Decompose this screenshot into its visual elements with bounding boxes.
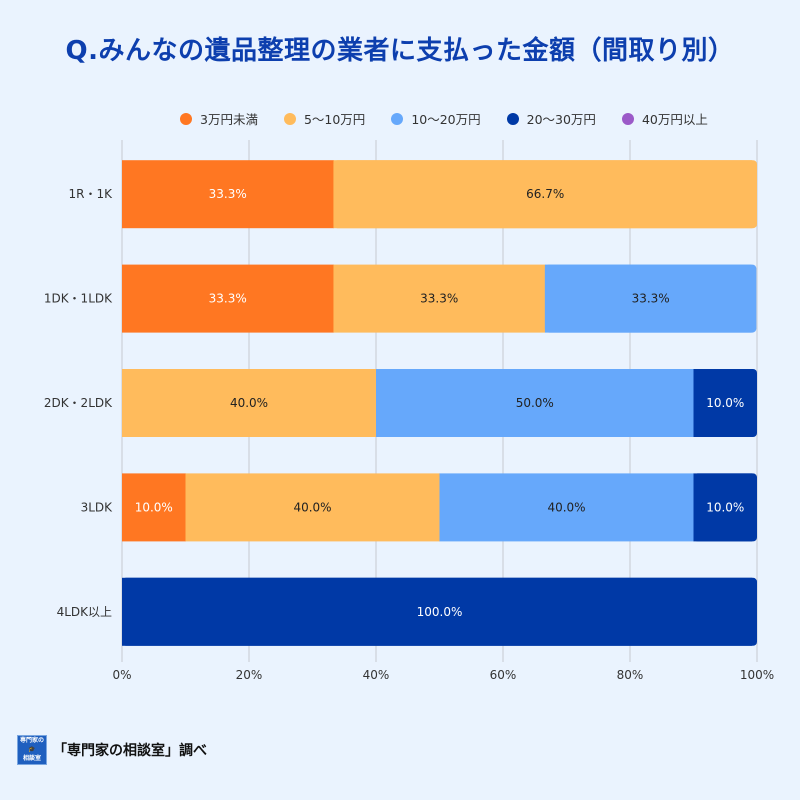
data-label: 33.3% bbox=[420, 292, 458, 306]
legend-label: 3万円未満 bbox=[200, 112, 258, 127]
bar-segment bbox=[185, 473, 440, 542]
legend-dot bbox=[506, 112, 519, 125]
data-label: 66.7% bbox=[526, 187, 564, 201]
x-tick-label: 60% bbox=[490, 668, 517, 682]
bar-segment bbox=[122, 264, 334, 333]
data-label: 33.3% bbox=[209, 292, 247, 306]
legend-dot bbox=[621, 112, 634, 125]
legend-item: 20〜30万円 bbox=[506, 109, 596, 128]
legend-item: 10〜20万円 bbox=[391, 109, 481, 128]
source-text: 「専門家の相談室」調べ bbox=[53, 743, 207, 759]
y-category-label: 3LDK bbox=[81, 500, 114, 514]
y-category-label: 4LDK以上 bbox=[57, 605, 112, 619]
data-label: 40.0% bbox=[293, 500, 331, 514]
bar-segment-fill bbox=[333, 160, 752, 229]
bar-segment bbox=[439, 473, 694, 542]
y-category-label: 2DK・2LDK bbox=[44, 396, 113, 410]
data-label: 33.3% bbox=[209, 187, 247, 201]
bar-segment-fill bbox=[544, 264, 752, 333]
legend-item: 3万円未満 bbox=[180, 109, 258, 128]
logo: 専門家の 🎓 相談室 bbox=[17, 735, 47, 765]
legend-label: 10〜20万円 bbox=[411, 112, 481, 127]
data-label: 40.0% bbox=[230, 396, 268, 410]
legend-label: 5〜10万円 bbox=[303, 112, 366, 127]
data-label: 100.0% bbox=[417, 605, 463, 619]
legend-label: 20〜30万円 bbox=[526, 112, 596, 127]
legend-dot bbox=[180, 112, 192, 125]
bar-segment-fill bbox=[693, 473, 752, 542]
legend-label: 40万円以上 bbox=[641, 112, 708, 127]
x-tick-label: 20% bbox=[236, 668, 263, 682]
x-tick-label: 40% bbox=[363, 668, 390, 682]
x-tick-label: 100% bbox=[740, 668, 774, 682]
bar-segment-fill bbox=[693, 369, 752, 437]
data-label: 10.0% bbox=[135, 500, 173, 514]
bar-segment bbox=[122, 160, 334, 229]
legend-item: 40万円以上 bbox=[621, 109, 708, 128]
data-label: 50.0% bbox=[516, 396, 554, 410]
y-category-label: 1R・1K bbox=[69, 187, 114, 201]
bar-segment bbox=[376, 369, 694, 437]
legend-item: 5〜10万円 bbox=[283, 109, 366, 128]
chart-title: Q.みんなの遺品整理の業者に支払った金額（間取り別） bbox=[65, 36, 735, 66]
data-label: 40.0% bbox=[547, 500, 585, 514]
data-label: 33.3% bbox=[632, 292, 670, 306]
legend: 3万円未満 5〜10万円 10〜20万円 20〜30万円 40万円以上 bbox=[180, 109, 708, 128]
x-tick-label: 0% bbox=[112, 668, 131, 682]
source-credit: 専門家の 🎓 相談室 「専門家の相談室」調べ bbox=[17, 735, 207, 765]
bar-segment bbox=[122, 473, 186, 542]
bar-segment bbox=[122, 369, 377, 437]
data-label: 10.0% bbox=[706, 396, 744, 410]
x-tick-label: 80% bbox=[617, 668, 644, 682]
legend-dot bbox=[283, 112, 296, 125]
y-category-label: 1DK・1LDK bbox=[44, 292, 113, 306]
legend-dot bbox=[391, 112, 404, 125]
bar-segment-fill bbox=[122, 577, 752, 646]
bar-segment bbox=[333, 264, 546, 333]
data-label: 10.0% bbox=[706, 500, 744, 514]
